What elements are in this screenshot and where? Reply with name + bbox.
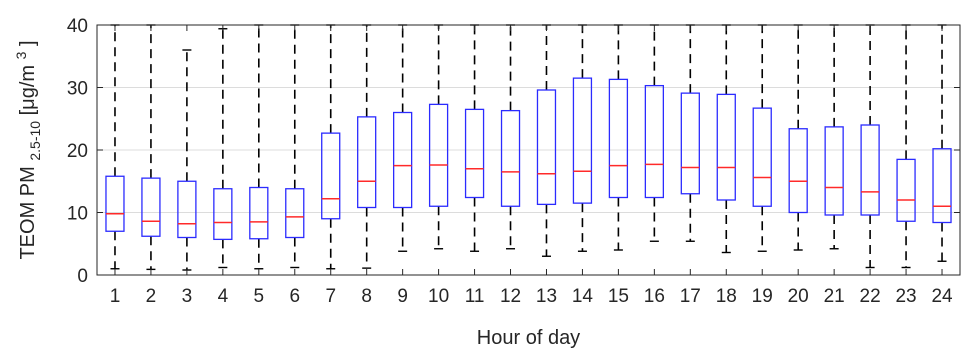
- box-hour-8: [357, 24, 377, 269]
- y-tick-label: 10: [67, 204, 88, 225]
- iqr-box: [105, 175, 125, 232]
- box-hour-15: [608, 24, 629, 251]
- box-hour-6: [285, 24, 305, 269]
- iqr-box: [536, 89, 557, 206]
- box-hour-7: [321, 24, 341, 270]
- x-tick-label: 16: [644, 286, 665, 307]
- box-hour-22: [860, 24, 880, 269]
- box-hour-21: [824, 24, 844, 250]
- box-hour-5: [249, 24, 269, 270]
- x-tick-label: 10: [428, 286, 449, 307]
- x-tick-label: 18: [716, 286, 737, 307]
- x-tick-label: 5: [254, 286, 265, 307]
- x-tick-label: 20: [788, 286, 809, 307]
- iqr-box: [860, 124, 880, 216]
- box-hour-17: [680, 24, 700, 242]
- x-tick-label: 11: [465, 286, 485, 307]
- box-hour-20: [788, 24, 808, 251]
- iqr-box: [213, 188, 233, 241]
- iqr-box: [824, 126, 844, 216]
- box-hour-4: [213, 28, 233, 269]
- x-tick-label: 24: [931, 286, 953, 307]
- x-tick-label: 17: [680, 286, 701, 307]
- iqr-box: [572, 77, 593, 204]
- y-axis-label-main: TEOM PM: [17, 166, 39, 259]
- x-tick-label: 23: [895, 286, 916, 307]
- y-axis-label-unit-sup: 3: [13, 51, 29, 59]
- y-axis-label-unit-close: ]: [17, 40, 39, 46]
- y-axis-label: TEOM PM 2.5-10 [μg/m 3 ]: [9, 40, 45, 259]
- x-tick-label: 6: [289, 286, 300, 307]
- iqr-box: [680, 92, 700, 195]
- box-hour-10: [428, 24, 449, 250]
- box-hour-12: [500, 24, 521, 250]
- box-hour-11: [464, 24, 485, 252]
- iqr-box: [716, 93, 736, 201]
- x-tick-label: 4: [218, 286, 229, 307]
- iqr-box: [285, 188, 305, 239]
- y-tick-label: 30: [67, 79, 88, 100]
- box-hour-14: [572, 24, 593, 252]
- x-tick-label: 21: [824, 286, 845, 307]
- y-tick-label: 40: [67, 16, 88, 37]
- iqr-box: [500, 109, 521, 207]
- x-tick-label: 13: [536, 286, 557, 307]
- x-tick-label: 1: [110, 286, 121, 307]
- x-tick-label: 12: [500, 286, 521, 307]
- x-tick-label: 9: [397, 286, 408, 307]
- x-tick-label: 14: [572, 286, 594, 307]
- iqr-box: [896, 158, 916, 222]
- box-hour-9: [392, 24, 413, 252]
- box-hour-23: [896, 24, 916, 269]
- box-series: [105, 24, 952, 271]
- iqr-box: [357, 116, 377, 209]
- iqr-box: [608, 78, 629, 199]
- box-hour-19: [752, 24, 772, 252]
- x-tick-label: 8: [361, 286, 372, 307]
- x-tick-label: 15: [608, 286, 629, 307]
- x-tick-label: 2: [146, 286, 157, 307]
- iqr-box: [249, 186, 269, 240]
- x-tick-label: 22: [860, 286, 881, 307]
- iqr-box: [752, 107, 772, 207]
- box-hour-1: [105, 24, 125, 270]
- grid-lines: [97, 87, 960, 213]
- iqr-box: [141, 177, 161, 237]
- iqr-box: [428, 103, 449, 207]
- box-hour-24: [932, 24, 952, 262]
- y-axis-label-subscript: 2.5-10: [27, 121, 43, 161]
- iqr-box: [177, 180, 197, 239]
- x-tick-label: 7: [325, 286, 336, 307]
- box-hour-18: [716, 24, 736, 254]
- y-tick-label: 20: [67, 141, 88, 162]
- x-tick-label: 3: [182, 286, 193, 307]
- iqr-box: [392, 111, 413, 209]
- box-hour-13: [536, 24, 557, 257]
- y-tick-label: 0: [77, 266, 88, 287]
- iqr-box: [788, 128, 808, 214]
- box-hour-3: [177, 49, 197, 271]
- iqr-box: [932, 148, 952, 224]
- iqr-box: [644, 84, 665, 199]
- iqr-box: [321, 132, 341, 220]
- iqr-box: [464, 108, 485, 199]
- x-tick-label: 19: [752, 286, 773, 307]
- x-axis-label: Hour of day: [477, 327, 580, 349]
- box-hour-2: [141, 24, 161, 271]
- y-axis-label-unit-open: [μg/m: [17, 65, 39, 115]
- box-hour-16: [644, 24, 665, 242]
